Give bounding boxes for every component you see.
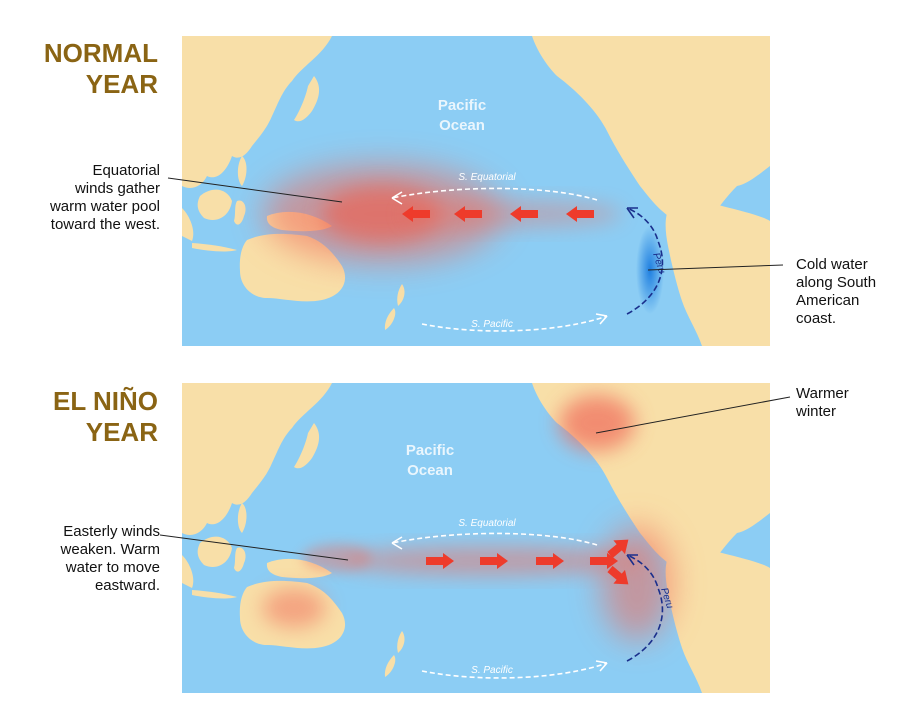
sumatra-island [182, 208, 194, 241]
asia-landmass [182, 36, 332, 188]
elnino-heading-line1: EL NIÑO [53, 386, 158, 416]
pacific-ocean-label: Ocean [407, 462, 453, 479]
callout-line: along South [796, 274, 877, 291]
philippines-island [237, 503, 247, 533]
s-pacific-arrowhead [595, 313, 608, 325]
warm-water-west [302, 544, 372, 572]
new-zealand-island [384, 308, 396, 330]
callout-line: Cold water [796, 256, 868, 273]
normal-year-map: Pacific Ocean S. Equatorial S. Pacific P… [182, 36, 770, 346]
normal-year-heading: NORMAL YEAR [20, 38, 158, 100]
s-pacific-label: S. Pacific [471, 319, 513, 330]
s-equatorial-current-line [391, 187, 598, 201]
leader-line [167, 177, 343, 203]
peru-current-arrowhead [626, 207, 638, 219]
leader-line [595, 396, 791, 434]
right-arrow-icon [480, 553, 508, 569]
elnino-left-callout: Easterly winds weaken. Warm water to mov… [10, 523, 160, 595]
diverging-up-arrow-icon [607, 539, 629, 559]
new-zealand-island [384, 655, 396, 677]
japan-island [294, 423, 320, 469]
japan-island [294, 76, 320, 122]
s-equatorial-arrowhead [391, 536, 403, 550]
callout-line: winter [796, 403, 837, 420]
diverging-down-arrow-icon [607, 565, 629, 585]
warm-water-coast [601, 525, 673, 641]
pacific-ocean-label: Pacific [406, 442, 454, 459]
left-arrow-icon [566, 206, 594, 222]
elnino-right-callout: Warmer winter [796, 385, 911, 421]
normal-heading-line1: NORMAL [43, 38, 158, 68]
right-arrow-icon [590, 553, 618, 569]
callout-line: Warmer [796, 385, 849, 402]
callout-line: Equatorial [92, 162, 160, 179]
elnino-heading-line2: YEAR [85, 417, 158, 447]
pacific-ocean-label: Pacific [438, 97, 486, 114]
peru-current-line [626, 554, 664, 662]
peru-current-line [626, 207, 664, 315]
s-pacific-label: S. Pacific [471, 665, 513, 676]
callout-line: eastward. [94, 577, 160, 594]
south-america-landmass [665, 548, 770, 693]
leader-line [159, 534, 349, 561]
leader-line [647, 264, 784, 271]
elnino-year-heading: EL NIÑO YEAR [20, 386, 158, 448]
sulawesi-island [234, 200, 246, 225]
new-guinea-island [266, 558, 332, 579]
callout-line: water to move [65, 559, 160, 576]
java-island [192, 243, 237, 252]
left-arrow-icon [454, 206, 482, 222]
peru-current-arrowhead [626, 554, 638, 566]
callout-line: coast. [796, 310, 837, 327]
elnino-year-map: Pacific Ocean S. Equatorial S. Pacific P… [182, 383, 770, 693]
left-arrow-icon [510, 206, 538, 222]
sulawesi-island [234, 547, 246, 572]
borneo-island [197, 536, 232, 568]
s-pacific-arrowhead [595, 660, 608, 672]
callout-line: winds gather [74, 180, 160, 197]
borneo-island [197, 189, 232, 221]
callout-line: weaken. Warm [60, 541, 160, 558]
normal-heading-line2: YEAR [85, 69, 158, 99]
s-equatorial-arrowhead [391, 191, 403, 205]
normal-left-callout: Equatorial winds gather warm water pool … [10, 162, 160, 234]
philippines-island [237, 156, 247, 186]
australia-warm-zone [262, 588, 326, 628]
new-zealand-island [397, 631, 405, 653]
pacific-ocean-label: Ocean [439, 117, 485, 134]
callout-line: warm water pool [49, 198, 160, 215]
callout-line: toward the west. [50, 216, 160, 233]
left-arrow-icon [402, 206, 430, 222]
asia-landmass [182, 383, 332, 535]
s-equatorial-current-line [391, 532, 598, 546]
s-pacific-current-line [421, 662, 608, 679]
warmer-winter-zone [559, 395, 635, 451]
right-arrow-icon [426, 553, 454, 569]
callout-line: American [796, 292, 860, 309]
right-arrow-icon [536, 553, 564, 569]
s-pacific-current-line [421, 315, 608, 332]
s-equatorial-label: S. Equatorial [458, 518, 516, 529]
normal-right-callout: Cold water along South American coast. [796, 256, 911, 328]
callout-line: Easterly winds [63, 523, 160, 540]
s-equatorial-label: S. Equatorial [458, 172, 516, 183]
north-america-landmass [532, 36, 770, 226]
warm-water-pool-core [322, 186, 442, 242]
java-island [192, 590, 237, 599]
new-zealand-island [397, 284, 405, 306]
sumatra-island [182, 555, 194, 588]
south-america-landmass [665, 201, 770, 346]
